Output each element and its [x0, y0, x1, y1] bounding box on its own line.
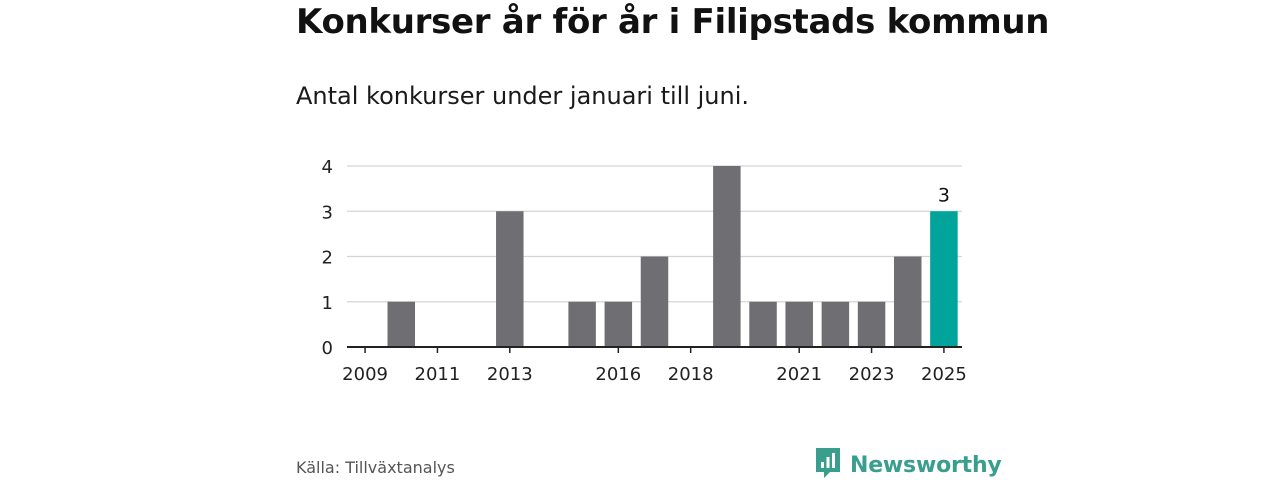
x-tick-label: 2025	[921, 364, 967, 385]
y-tick-label: 1	[322, 293, 333, 314]
brand-logo[interactable]: Newsworthy	[814, 446, 1002, 484]
y-tick-label: 4	[322, 157, 333, 178]
y-tick-label: 0	[322, 338, 333, 359]
newsworthy-logo-icon	[814, 446, 842, 484]
data-label-2025: 3	[938, 184, 950, 206]
bar-2015	[568, 301, 596, 347]
y-tick-label: 2	[322, 248, 333, 269]
bar-2023	[857, 301, 886, 347]
bar-2022	[821, 301, 850, 347]
y-axis-ticks: 0 1 2 3 4	[322, 157, 333, 359]
bar-2021	[785, 301, 813, 347]
x-tick-label: 2016	[595, 364, 641, 385]
bar-2020	[749, 301, 777, 347]
source-note: Källa: Tillväxtanalys	[296, 458, 455, 477]
bars	[387, 166, 958, 347]
chart-subtitle: Antal konkurser under januari till juni.	[296, 82, 749, 110]
chart-title: Konkurser år för år i Filipstads kommun	[296, 2, 1050, 42]
brand-name: Newsworthy	[850, 452, 1002, 478]
x-tick-label: 2023	[849, 364, 895, 385]
bar-2025	[930, 211, 958, 347]
bar-2010	[387, 301, 416, 347]
bar-2013	[496, 211, 524, 347]
x-tick-label: 2021	[776, 364, 822, 385]
x-axis: 2009 2011 2013 2016 2018 2021 2023 2025	[342, 346, 967, 385]
x-tick-label: 2011	[415, 364, 461, 385]
bar-2016	[604, 301, 633, 347]
data-labels: 3	[938, 184, 950, 206]
x-tick-label: 2009	[342, 364, 388, 385]
x-tick-label: 2013	[487, 364, 533, 385]
bar-2024	[893, 256, 922, 347]
bar-2017	[640, 256, 669, 347]
bar-2019	[713, 166, 741, 347]
x-tick-label: 2018	[668, 364, 714, 385]
y-tick-label: 3	[322, 202, 333, 223]
